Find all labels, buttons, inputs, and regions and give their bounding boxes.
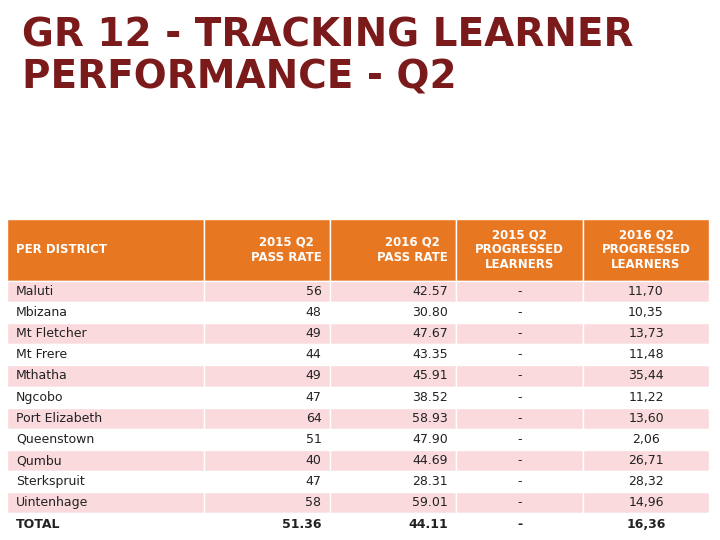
- Text: -: -: [517, 517, 522, 530]
- Text: 11,70: 11,70: [628, 285, 664, 298]
- Text: Sterkspruit: Sterkspruit: [16, 475, 84, 488]
- Text: 10,35: 10,35: [628, 306, 664, 319]
- Text: 30.80: 30.80: [412, 306, 448, 319]
- Text: 51.36: 51.36: [282, 517, 322, 530]
- Text: 26,71: 26,71: [629, 454, 664, 467]
- Text: TOTAL: TOTAL: [16, 517, 60, 530]
- Text: 28,32: 28,32: [629, 475, 664, 488]
- Text: 2,06: 2,06: [632, 433, 660, 446]
- Text: -: -: [518, 454, 522, 467]
- Text: 14,96: 14,96: [629, 496, 664, 509]
- Text: 35,44: 35,44: [629, 369, 664, 382]
- Text: 44.11: 44.11: [408, 517, 448, 530]
- Text: Queenstown: Queenstown: [16, 433, 94, 446]
- Text: -: -: [518, 285, 522, 298]
- Text: Ngcobo: Ngcobo: [16, 390, 63, 403]
- Text: -: -: [518, 306, 522, 319]
- Text: Maluti: Maluti: [16, 285, 54, 298]
- Text: PER DISTRICT: PER DISTRICT: [16, 243, 107, 256]
- Text: -: -: [518, 369, 522, 382]
- Text: 58: 58: [305, 496, 322, 509]
- Text: 47.67: 47.67: [412, 327, 448, 340]
- Text: Mbizana: Mbizana: [16, 306, 68, 319]
- Text: 28.31: 28.31: [413, 475, 448, 488]
- Text: Mt Fletcher: Mt Fletcher: [16, 327, 86, 340]
- Text: 44: 44: [306, 348, 322, 361]
- Text: 51: 51: [305, 433, 322, 446]
- Text: Mthatha: Mthatha: [16, 369, 68, 382]
- Text: 13,73: 13,73: [629, 327, 664, 340]
- Text: Port Elizabeth: Port Elizabeth: [16, 412, 102, 425]
- Text: 11,48: 11,48: [629, 348, 664, 361]
- Text: 58.93: 58.93: [412, 412, 448, 425]
- Text: GR 12 - TRACKING LEARNER
PERFORMANCE - Q2: GR 12 - TRACKING LEARNER PERFORMANCE - Q…: [22, 16, 633, 97]
- Text: -: -: [518, 348, 522, 361]
- Text: 49: 49: [306, 327, 322, 340]
- Text: 48: 48: [305, 306, 322, 319]
- Text: 2015 Q2
PASS RATE: 2015 Q2 PASS RATE: [251, 236, 322, 264]
- Text: 44.69: 44.69: [413, 454, 448, 467]
- Text: Mt Frere: Mt Frere: [16, 348, 67, 361]
- Text: 49: 49: [306, 369, 322, 382]
- Text: 42.57: 42.57: [412, 285, 448, 298]
- Text: 11,22: 11,22: [629, 390, 664, 403]
- Text: -: -: [518, 496, 522, 509]
- Text: 56: 56: [305, 285, 322, 298]
- Text: -: -: [518, 412, 522, 425]
- Text: 2016 Q2
PROGRESSED
LEARNERS: 2016 Q2 PROGRESSED LEARNERS: [602, 228, 690, 271]
- Text: 2015 Q2
PROGRESSED
LEARNERS: 2015 Q2 PROGRESSED LEARNERS: [475, 228, 564, 271]
- Text: Uintenhage: Uintenhage: [16, 496, 89, 509]
- Text: 38.52: 38.52: [412, 390, 448, 403]
- Text: -: -: [518, 327, 522, 340]
- Text: Qumbu: Qumbu: [16, 454, 61, 467]
- Text: 47.90: 47.90: [412, 433, 448, 446]
- Text: -: -: [518, 390, 522, 403]
- Text: 59.01: 59.01: [412, 496, 448, 509]
- Text: 16,36: 16,36: [626, 517, 666, 530]
- Text: 47: 47: [305, 475, 322, 488]
- Text: 47: 47: [305, 390, 322, 403]
- Text: 40: 40: [305, 454, 322, 467]
- Text: -: -: [518, 433, 522, 446]
- Text: 2016 Q2
PASS RATE: 2016 Q2 PASS RATE: [377, 236, 448, 264]
- Text: 45.91: 45.91: [413, 369, 448, 382]
- Text: 64: 64: [306, 412, 322, 425]
- Text: 13,60: 13,60: [629, 412, 664, 425]
- Text: 43.35: 43.35: [413, 348, 448, 361]
- Text: -: -: [518, 475, 522, 488]
